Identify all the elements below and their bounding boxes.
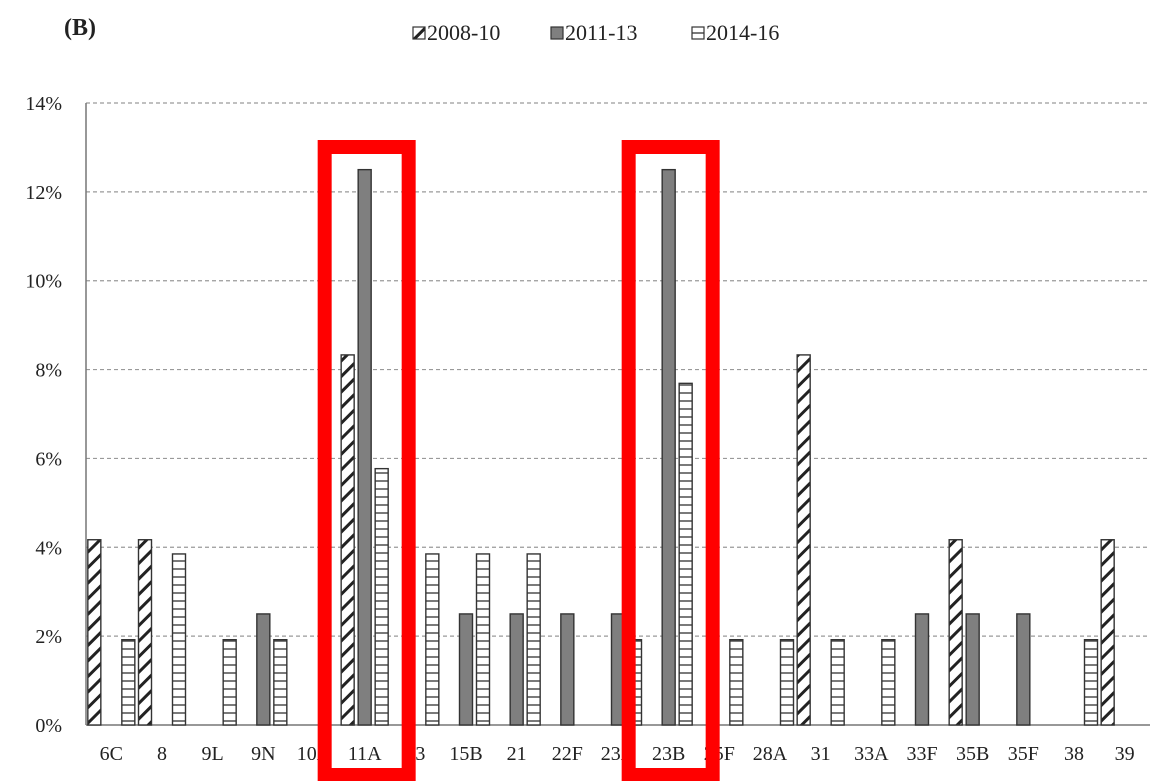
x-tick-label: 21 xyxy=(507,743,527,765)
bar-2008-10-31 xyxy=(796,354,811,726)
y-tick-label: 4% xyxy=(35,537,62,559)
y-tick-label: 8% xyxy=(35,360,62,382)
bar-2014-16-6c xyxy=(121,638,136,726)
legend-swatch-2008-10 xyxy=(412,26,426,40)
highlight-box-11a xyxy=(317,140,416,781)
x-tick-label: 9L xyxy=(202,743,224,765)
y-tick-label: 10% xyxy=(25,271,62,293)
x-tick-label: 33A xyxy=(854,743,889,765)
x-tick-label: 39 xyxy=(1115,743,1135,765)
y-tick-label: 12% xyxy=(25,182,62,204)
bar-2011-13-11a xyxy=(357,168,372,726)
legend-swatch-2011-13 xyxy=(550,26,564,40)
x-tick-label: 8 xyxy=(157,743,167,765)
bar-2014-16-9l xyxy=(222,638,237,726)
bar-2014-16-31 xyxy=(830,638,845,726)
x-tick-label: 23B xyxy=(652,743,685,765)
bar-2008-10-6c xyxy=(87,539,102,726)
bar-2011-13-21 xyxy=(509,613,524,726)
bar-2011-13-33f xyxy=(914,613,930,726)
x-tick-label: 31 xyxy=(811,743,831,765)
highlight-boxes xyxy=(317,140,720,781)
bar-2014-16-9n xyxy=(273,638,288,726)
bar-2014-16-28a xyxy=(779,638,795,726)
x-tick-label: 22F xyxy=(552,743,583,765)
legend: 2008-10 2011-13 2014-16 xyxy=(412,20,779,45)
x-tick-label: 15B xyxy=(449,743,482,765)
bar-2011-13-15b xyxy=(458,613,474,726)
legend-label: 2011-13 xyxy=(565,20,638,45)
bars xyxy=(87,168,1115,726)
bar-2008-10-35b xyxy=(948,539,963,726)
x-axis-labels: 6C 8 9L 9N 10A 11A 13 15B 21 22F 23A 23B 25F 28A 31 33A… xyxy=(100,743,1135,765)
x-tick-label: 38 xyxy=(1064,743,1084,765)
y-tick-label: 0% xyxy=(35,715,62,737)
bar-2011-13-35b xyxy=(965,613,980,726)
x-tick-label: 11A xyxy=(348,743,382,765)
bar-2008-10-39 xyxy=(1100,539,1115,726)
panel-label: (B) xyxy=(64,15,96,41)
legend-label: 2014-16 xyxy=(706,20,779,45)
bar-2014-16-38 xyxy=(1083,638,1099,726)
bar-2011-13-23b xyxy=(661,168,676,726)
bar-2011-13-22f xyxy=(560,613,575,726)
x-tick-label: 6C xyxy=(100,743,123,765)
bar-2014-16-25f xyxy=(729,638,744,726)
legend-label: 2008-10 xyxy=(427,20,500,45)
y-tick-label: 6% xyxy=(35,448,62,470)
bar-2014-16-23b xyxy=(678,382,693,726)
highlight-box-23b xyxy=(621,140,720,781)
bar-2014-16-13 xyxy=(425,553,440,726)
y-axis-ticks: 0% 2% 4% 6% 8% 10% 12% 14% xyxy=(25,93,62,737)
bar-2008-10-11a xyxy=(340,354,355,726)
x-tick-label: 9N xyxy=(251,743,275,765)
x-tick-label: 28A xyxy=(753,743,788,765)
bar-2014-16-15b xyxy=(475,553,491,726)
bar-2014-16-8 xyxy=(171,553,187,726)
legend-swatch-2014-16 xyxy=(691,26,705,40)
x-tick-label: 35B xyxy=(956,743,989,765)
x-tick-label: 35F xyxy=(1008,743,1039,765)
bar-2011-13-35f xyxy=(1016,613,1031,726)
bar-2014-16-33a xyxy=(881,638,896,726)
bar-2008-10-8 xyxy=(137,539,153,726)
y-tick-label: 2% xyxy=(35,626,62,648)
x-tick-label: 33F xyxy=(906,743,937,765)
bar-2011-13-9n xyxy=(256,613,271,726)
bar-2014-16-21 xyxy=(526,553,541,726)
bar-2014-16-11a xyxy=(374,467,389,726)
y-tick-label: 14% xyxy=(25,93,62,115)
